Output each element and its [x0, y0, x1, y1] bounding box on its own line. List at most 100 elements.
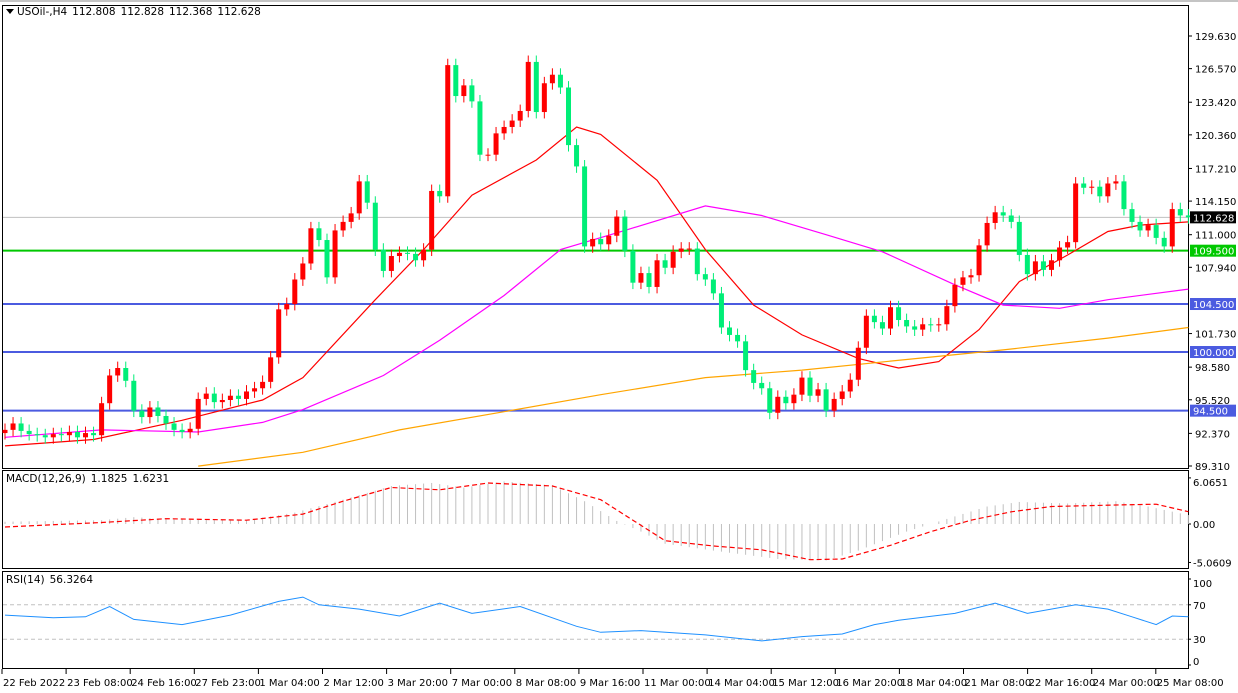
candle-body	[541, 83, 547, 113]
candle-body	[694, 248, 700, 275]
candle-body	[807, 377, 813, 396]
candle	[694, 242, 700, 281]
candle	[871, 309, 877, 329]
chart-header: USOil-,H4 112.808 112.828 112.368 112.628	[4, 6, 266, 18]
candle-body	[171, 423, 177, 430]
candle-body	[630, 250, 636, 283]
candle	[58, 427, 64, 442]
candle-body	[332, 230, 338, 278]
candle	[686, 242, 692, 255]
candle	[1024, 248, 1030, 281]
candle-body	[1024, 254, 1030, 275]
candle	[525, 55, 531, 118]
candle	[654, 253, 660, 294]
candle	[775, 390, 781, 420]
candle	[1057, 241, 1063, 267]
candle-body	[1113, 181, 1119, 184]
candle	[501, 120, 507, 140]
candle-body	[123, 368, 129, 381]
price-tick-label: 95.520	[1195, 396, 1230, 407]
candle-body	[396, 252, 402, 257]
macd-panel-frame	[2, 470, 1189, 569]
candle-body	[195, 398, 201, 429]
candle	[171, 417, 177, 437]
moving-average-line-ma_mid	[4, 205, 1189, 438]
candle	[678, 242, 684, 259]
time-tick-label: 25 Mar 08:00	[1157, 678, 1224, 689]
candle-body	[356, 181, 362, 214]
candle-body	[477, 101, 483, 155]
candle-body	[1137, 221, 1143, 231]
candle-body	[83, 433, 88, 438]
level-price-tag: 94.500	[1193, 407, 1228, 418]
price-tick-label: 114.150	[1195, 197, 1236, 208]
candle	[879, 315, 885, 335]
candle-body	[58, 434, 64, 436]
candle-body	[179, 429, 185, 432]
price-tick-label: 107.940	[1195, 263, 1236, 274]
candle-body	[163, 415, 169, 424]
candle	[759, 376, 765, 395]
level-price-tag-bg	[1190, 298, 1236, 311]
candle-body	[598, 238, 604, 245]
candle-body	[912, 326, 918, 330]
time-tick-label: 18 Mar 04:00	[900, 678, 967, 689]
candle	[606, 229, 612, 251]
candle-body	[1185, 215, 1191, 218]
time-tick-label: 2 Mar 12:00	[324, 678, 384, 689]
candle	[509, 114, 515, 134]
candle	[1016, 215, 1022, 262]
candle	[1032, 254, 1038, 281]
candle	[203, 387, 209, 406]
candle	[147, 401, 153, 424]
candle-body	[928, 324, 934, 326]
candle	[324, 233, 330, 284]
candle	[405, 246, 410, 261]
candle-body	[66, 431, 72, 436]
candle-body	[936, 324, 942, 326]
candle	[783, 390, 789, 410]
candle	[316, 221, 322, 247]
candle-body	[775, 396, 781, 413]
candle-body	[622, 216, 628, 251]
candle	[139, 404, 145, 424]
candle-body	[268, 357, 274, 382]
candle-body	[646, 273, 652, 287]
dropdown-triangle-icon[interactable]	[6, 9, 14, 14]
candle	[219, 393, 225, 409]
candle-body	[847, 379, 853, 392]
candle-body	[107, 375, 113, 404]
candle	[638, 266, 644, 290]
rsi-panel-frame	[2, 571, 1189, 669]
candle-body	[493, 133, 499, 155]
candle-body	[823, 389, 829, 411]
candle	[590, 232, 596, 253]
macd-main-value: 1.1825	[90, 473, 128, 485]
candle	[557, 68, 563, 94]
close-value: 112.628	[217, 6, 261, 18]
candle-body	[316, 228, 322, 241]
candle-body	[147, 407, 153, 418]
price-tick-label: 123.420	[1195, 98, 1236, 109]
candle	[445, 58, 451, 203]
macd-axis-label: 0.00	[1193, 520, 1215, 531]
candle	[574, 138, 580, 173]
candle-body	[50, 434, 56, 438]
candle	[235, 389, 241, 406]
candle-body	[1089, 186, 1095, 188]
candle-body	[469, 85, 475, 102]
candle-body	[453, 65, 459, 97]
candle-body	[1032, 261, 1038, 275]
candle	[735, 328, 741, 348]
candle	[155, 401, 161, 423]
candle-body	[662, 260, 668, 268]
candle	[718, 286, 724, 334]
candle	[646, 266, 652, 294]
candle-body	[429, 190, 435, 250]
candle	[1185, 209, 1191, 224]
candle-body	[783, 396, 789, 404]
low-value: 112.368	[169, 6, 213, 18]
candle-body	[968, 275, 974, 278]
candle-body	[18, 423, 24, 431]
